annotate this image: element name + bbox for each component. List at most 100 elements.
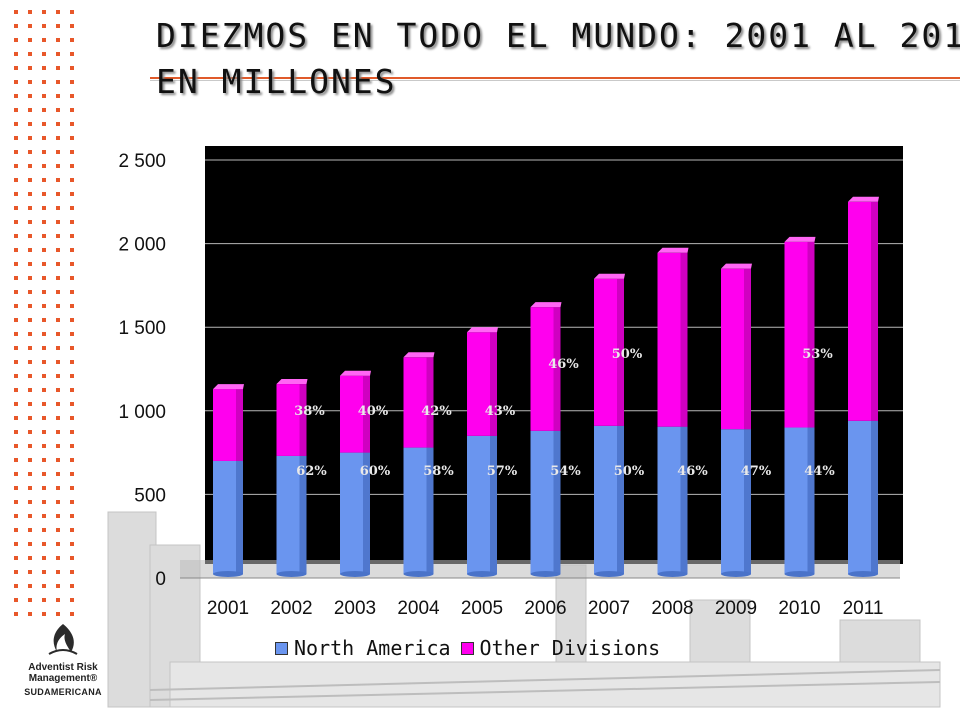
bar-base [848, 571, 878, 577]
decor-dot [70, 52, 74, 56]
bar-base [276, 571, 307, 577]
decor-dot [56, 94, 60, 98]
bar-top-cap [467, 327, 498, 333]
decor-dot [70, 500, 74, 504]
decor-dot [70, 304, 74, 308]
decor-dot [42, 178, 46, 182]
data-label-north-america-share: 46% [677, 464, 708, 479]
decor-dot [14, 220, 18, 224]
decor-dot [28, 66, 32, 70]
decor-dot [56, 556, 60, 560]
decor-dot [28, 458, 32, 462]
decor-dot [28, 150, 32, 154]
decor-dot [28, 136, 32, 140]
decor-dot [42, 416, 46, 420]
decor-dot [28, 164, 32, 168]
decor-dot [70, 402, 74, 406]
decor-dot [42, 458, 46, 462]
decor-dot [28, 206, 32, 210]
bar-base [784, 571, 815, 577]
decor-dot [14, 598, 18, 602]
decor-dot [70, 318, 74, 322]
decor-dot [14, 318, 18, 322]
decor-dot [14, 374, 18, 378]
decor-dot [14, 332, 18, 336]
decor-dot [42, 556, 46, 560]
decor-dot [70, 360, 74, 364]
decor-dot [14, 486, 18, 490]
decor-dot [28, 444, 32, 448]
decor-dot [42, 584, 46, 588]
decor-dot [56, 24, 60, 28]
decor-dot [42, 206, 46, 210]
data-label-north-america-share: 54% [550, 464, 581, 479]
data-label-north-america-share: 60% [360, 464, 391, 479]
data-label-other-divisions-share: 38% [294, 404, 325, 419]
decor-dot [56, 234, 60, 238]
decor-dot [14, 402, 18, 406]
decor-dot [70, 388, 74, 392]
decor-dot [42, 374, 46, 378]
decor-dot [14, 528, 18, 532]
decor-dot [56, 304, 60, 308]
decor-dot [14, 262, 18, 266]
data-label-other-divisions-share: 43% [485, 404, 516, 419]
decor-dot [28, 318, 32, 322]
decor-dot [42, 402, 46, 406]
bar-other-divisions-shade [807, 241, 815, 428]
bar-north-america-shade [807, 427, 815, 574]
data-label-north-america-share: 62% [296, 464, 327, 479]
decor-dot [28, 584, 32, 588]
decor-dot [70, 612, 74, 616]
decor-dot [70, 108, 74, 112]
decor-dot [28, 388, 32, 392]
decor-dot [14, 10, 18, 14]
decor-dot [42, 234, 46, 238]
decor-dot [14, 178, 18, 182]
decor-dot [42, 486, 46, 490]
decor-dot [28, 52, 32, 56]
decor-dot [56, 388, 60, 392]
data-label-north-america-share: 47% [741, 464, 772, 479]
decor-dot [56, 570, 60, 574]
slide-title-line-2: EN MILLONES [156, 62, 397, 101]
decor-dot [42, 290, 46, 294]
decor-dot [70, 10, 74, 14]
decor-dot [14, 444, 18, 448]
decor-dot [70, 234, 74, 238]
decor-dot [56, 584, 60, 588]
decor-dot [42, 332, 46, 336]
decor-dot [56, 514, 60, 518]
decor-dot [56, 346, 60, 350]
decor-dot [42, 80, 46, 84]
bar-north-america-shade [680, 426, 688, 574]
decor-dot [70, 570, 74, 574]
decor-dot [70, 178, 74, 182]
decor-dot [56, 262, 60, 266]
decor-dot [56, 500, 60, 504]
x-tick-label: 2003 [334, 598, 376, 619]
decor-dot [56, 206, 60, 210]
data-label-other-divisions-share: 40% [358, 404, 389, 419]
decor-dot [42, 444, 46, 448]
decor-dot [42, 66, 46, 70]
bar-other-divisions-shade [236, 389, 243, 461]
decor-dot [14, 346, 18, 350]
decor-dot [42, 108, 46, 112]
decor-dot [28, 108, 32, 112]
decor-dot [42, 192, 46, 196]
decor-dot [42, 276, 46, 280]
decor-dot [42, 10, 46, 14]
bar-other-divisions-shade [744, 268, 751, 430]
decor-dot [70, 528, 74, 532]
decor-dot [56, 192, 60, 196]
decor-dot [70, 94, 74, 98]
decor-dot [56, 248, 60, 252]
decor-dot [70, 38, 74, 42]
bar-base [721, 571, 751, 577]
decor-dot [28, 360, 32, 364]
decor-dot [14, 52, 18, 56]
legend-swatch-north-america [275, 641, 288, 655]
x-tick-label: 2002 [270, 598, 312, 619]
x-tick-label: 2005 [461, 598, 503, 619]
